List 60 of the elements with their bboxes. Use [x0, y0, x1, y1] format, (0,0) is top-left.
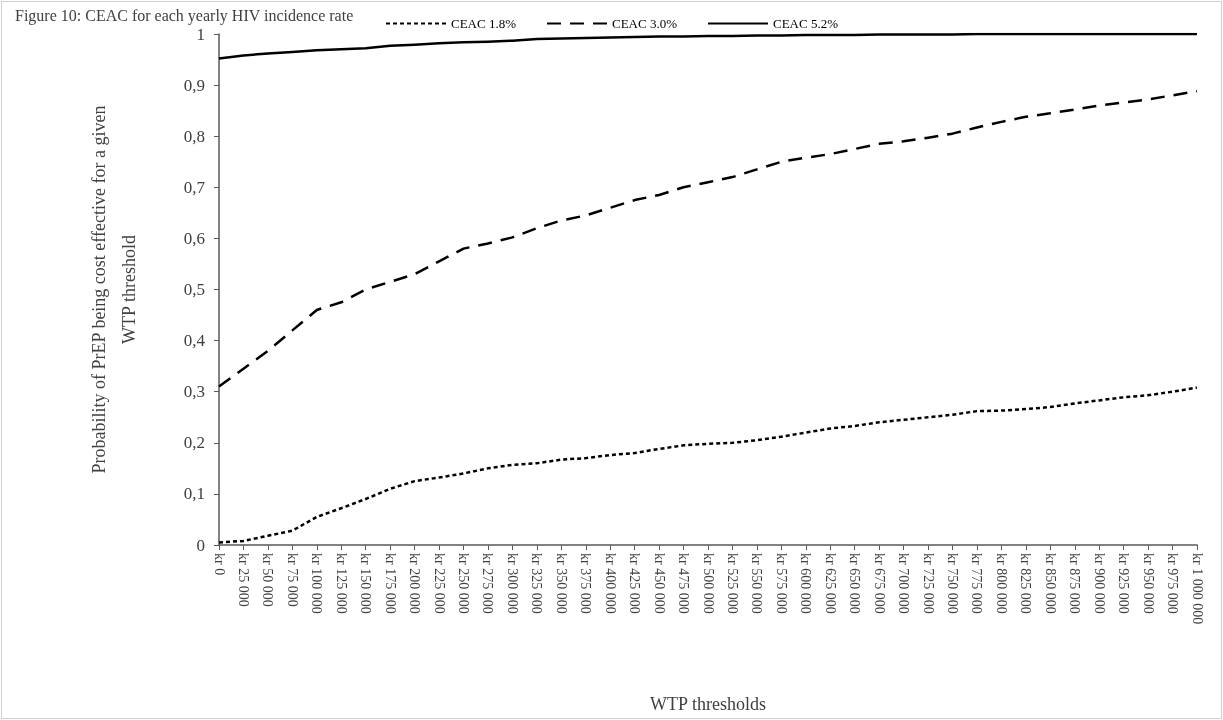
x-tick-label: kr 475 000: [676, 553, 692, 614]
y-tick-label: 0,1: [183, 484, 205, 504]
y-tick-label: 0,7: [183, 177, 206, 197]
x-tick-label: kr 500 000: [700, 553, 716, 614]
x-tick-label: kr 275 000: [480, 553, 496, 614]
y-tick-label: 1: [196, 24, 205, 44]
x-tick-label: kr 600 000: [798, 553, 814, 614]
x-tick-label: kr 975 000: [1165, 553, 1181, 614]
x-tick-label: kr 675 000: [871, 553, 887, 614]
x-tick-label: kr 225 000: [431, 553, 447, 614]
y-tick-label: 0,6: [183, 228, 205, 248]
x-tick-label: kr 700 000: [896, 553, 912, 614]
x-tick-label: kr 425 000: [627, 553, 643, 614]
y-tick-label: 0,5: [183, 280, 205, 299]
legend-label: CEAC 1.8%: [451, 16, 517, 31]
y-tick-label: 0,9: [183, 75, 205, 95]
x-tick-label: kr 625 000: [822, 553, 838, 614]
x-tick-label: kr 150 000: [358, 553, 374, 614]
line-series: [217, 32, 1199, 60]
y-tick-label: 0,4: [183, 331, 206, 351]
x-tick-label: kr 25 000: [235, 553, 251, 607]
chart-title: Figure 10: CEAC for each yearly HIV incidence rate: [15, 6, 354, 25]
x-tick-label: kr 75 000: [284, 553, 300, 607]
x-tick-label: kr 250 000: [456, 553, 471, 614]
x-tick-label: kr 100 000: [309, 553, 325, 614]
x-tick-label: kr 775 000: [969, 553, 985, 614]
x-tick-label: kr 650 000: [847, 553, 863, 614]
legend-label: CEAC 3.0%: [612, 16, 678, 31]
x-tick-label: kr 550 000: [749, 553, 765, 614]
y-axis-title: Probability of PrEP being cost effective for a given WTP threshold: [89, 105, 139, 474]
x-tick-label: kr 800 000: [993, 553, 1009, 614]
x-tick-label: kr 575 000: [773, 553, 789, 614]
x-tick-label: kr 175 000: [382, 553, 398, 614]
x-tick-label: kr 300 000: [504, 553, 520, 614]
legend-label: CEAC 5.2%: [773, 16, 839, 31]
x-tick-label: kr 450 000: [651, 553, 667, 614]
x-tick-label: kr 825 000: [1018, 553, 1034, 614]
y-tick-label: 0,2: [183, 433, 205, 453]
x-tick-label: kr 350 000: [553, 553, 569, 614]
x-tick-label: kr 400 000: [602, 553, 618, 614]
x-tick-label: kr 750 000: [945, 553, 960, 614]
x-tick-label: kr 900 000: [1091, 553, 1107, 614]
x-tick-label: kr 1 000 000: [1189, 553, 1205, 625]
y-tick-label: 0,8: [183, 126, 205, 146]
line-series: [217, 89, 1199, 388]
x-tick-label: kr 525 000: [724, 553, 740, 614]
x-tick-label: kr 50 000: [260, 553, 276, 607]
x-tick-label: kr 875 000: [1067, 553, 1083, 614]
x-tick-label: kr 950 000: [1140, 553, 1156, 614]
x-tick-label: kr 325 000: [529, 553, 545, 614]
x-tick-label: kr 725 000: [920, 553, 936, 614]
x-tick-label: kr 0: [211, 553, 227, 576]
y-tick-label: 0,3: [183, 382, 205, 402]
x-tick-label: kr 850 000: [1042, 553, 1058, 614]
y-tick-label: 0: [196, 535, 205, 555]
x-tick-label: kr 375 000: [578, 553, 594, 614]
x-tick-label: kr 125 000: [333, 553, 349, 614]
x-tick-label: kr 200 000: [407, 553, 423, 614]
x-axis-title: WTP thresholds: [650, 694, 766, 714]
x-tick-label: kr 925 000: [1116, 553, 1132, 614]
